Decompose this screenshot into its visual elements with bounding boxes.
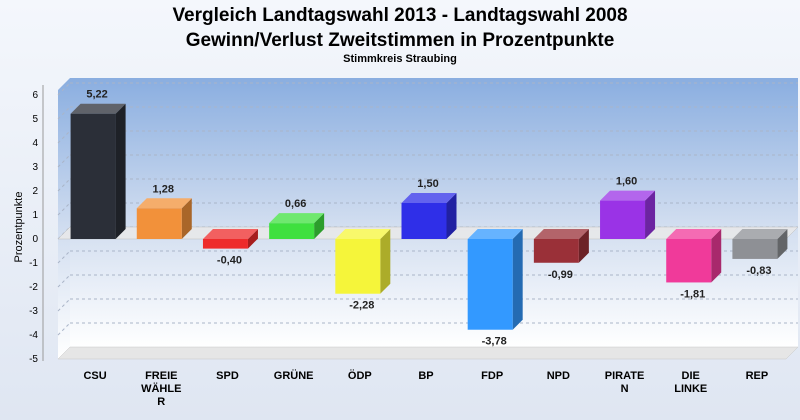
x-tick-label: DIE — [682, 370, 700, 382]
bar-piraten — [600, 190, 656, 239]
y-tick-label: 1 — [32, 210, 38, 221]
bar-top — [136, 198, 192, 209]
y-tick-label: 4 — [32, 138, 38, 149]
bar-value-label: 5,22 — [86, 89, 107, 101]
gridline-depth — [57, 106, 71, 120]
bar-value-label: -3,78 — [482, 336, 507, 348]
gridline-depth — [57, 250, 71, 264]
bar-value-label: -2,28 — [349, 300, 374, 312]
y-tick-label: -5 — [29, 354, 38, 365]
bar-side — [512, 229, 523, 330]
x-tick-label: PIRATE — [605, 370, 645, 382]
bar-value-label: -0,40 — [217, 255, 242, 267]
y-tick-label: 6 — [32, 90, 38, 101]
bar-front — [136, 208, 182, 239]
x-tick-label: ÖDP — [348, 369, 372, 382]
bar-front — [533, 239, 579, 263]
bar-front — [467, 239, 513, 330]
bar-side — [181, 198, 192, 239]
bar-value-label: -0,99 — [548, 269, 573, 281]
bar-side — [578, 229, 589, 263]
chart-subtitle: Gewinn/Verlust Zweitstimmen in Prozentpu… — [185, 30, 615, 51]
y-tick-label: -1 — [29, 258, 38, 269]
bar-grüne — [269, 213, 325, 239]
bar-side — [115, 103, 126, 239]
bar-side — [446, 193, 457, 239]
x-tick-label: FDP — [481, 370, 503, 382]
x-tick-label: R — [157, 396, 165, 408]
bar-front — [335, 239, 381, 294]
bar-top — [600, 190, 656, 201]
x-tick-label: FREIE — [145, 370, 177, 382]
y-tick-label: 5 — [32, 114, 38, 125]
bar-value-label: 1,50 — [417, 178, 438, 190]
bar-rep — [732, 229, 788, 259]
bar-spd — [202, 229, 258, 249]
bar-freiewähler — [136, 198, 192, 239]
y-tick-label: -2 — [29, 282, 38, 293]
bar-csu — [70, 103, 126, 239]
bar-top — [467, 229, 523, 239]
chart-caption: Stimmkreis Straubing — [343, 53, 457, 65]
gridline-depth — [57, 82, 71, 96]
gridline-depth — [57, 202, 71, 216]
bar-dielinke — [666, 229, 722, 283]
bar-npd — [533, 229, 589, 263]
bar-side — [247, 229, 258, 249]
bar-side — [711, 229, 722, 283]
gridline-depth — [57, 154, 71, 168]
bar-top — [70, 103, 126, 114]
x-tick-label: WÄHLE — [141, 382, 181, 395]
bar-top — [533, 229, 589, 239]
bar-side — [380, 229, 391, 294]
y-tick-label: -3 — [29, 306, 38, 317]
bar-bp — [401, 193, 457, 239]
bar-side — [645, 190, 656, 239]
x-tick-label: BP — [418, 370, 433, 382]
bar-front — [666, 239, 712, 283]
bar-top — [666, 229, 722, 239]
bar-front — [600, 200, 646, 239]
gridline-depth — [57, 322, 71, 336]
bar-top — [202, 229, 258, 239]
bar-value-label: -0,83 — [746, 265, 771, 277]
bar-front — [202, 239, 248, 249]
bar-top — [269, 213, 325, 224]
gridline-depth — [57, 178, 71, 192]
bar-value-label: 1,28 — [153, 183, 174, 195]
bar-value-label: 0,66 — [285, 198, 306, 210]
y-tick-label: 3 — [32, 162, 38, 173]
bar-front — [70, 113, 116, 239]
bar-top — [401, 193, 457, 203]
x-tick-label: GRÜNE — [274, 369, 314, 382]
bar-top — [335, 229, 391, 239]
gridline-depth — [57, 130, 71, 144]
bar-ödp — [335, 229, 391, 294]
bar-front — [401, 203, 447, 239]
bar-value-label: 1,60 — [616, 176, 637, 188]
x-tick-label: N — [621, 383, 629, 395]
x-tick-label: LINKE — [674, 383, 707, 395]
bar-front — [732, 239, 778, 259]
bar-side — [777, 229, 788, 259]
bar-value-label: -1,81 — [680, 288, 705, 300]
gridline-depth — [57, 298, 71, 312]
x-tick-label: REP — [746, 370, 769, 382]
bar-fdp — [467, 229, 523, 330]
x-tick-label: CSU — [83, 370, 106, 382]
gridline-depth — [57, 274, 71, 288]
y-tick-label: -4 — [29, 330, 38, 341]
bar-side — [314, 213, 325, 239]
plot-floor — [57, 346, 799, 360]
x-tick-label: NPD — [547, 370, 570, 382]
y-tick-label: 2 — [32, 186, 38, 197]
y-tick-label: 0 — [32, 234, 38, 245]
bar-front — [269, 223, 315, 239]
bar-top — [732, 229, 788, 239]
chart-title: Vergleich Landtagswahl 2013 - Landtagswa… — [172, 5, 628, 26]
y-axis-label: Prozentpunkte — [13, 192, 25, 263]
x-tick-label: SPD — [216, 370, 239, 382]
